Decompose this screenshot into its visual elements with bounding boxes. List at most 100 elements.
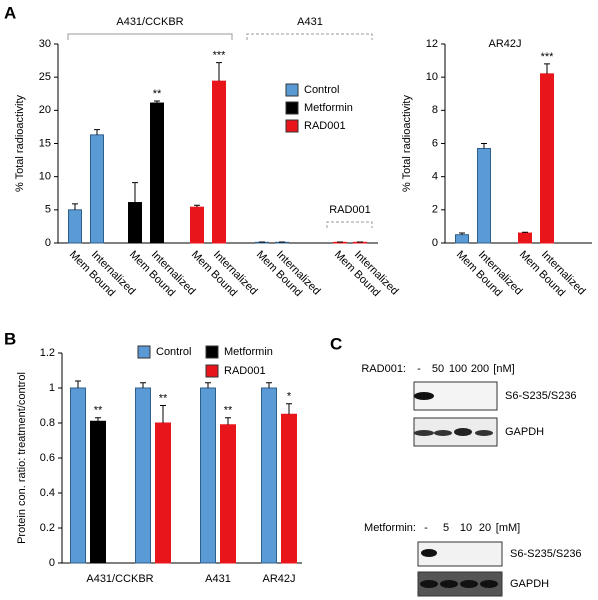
bracket-label: A431/CCKBR bbox=[116, 16, 183, 28]
x-tick-label: AR42J bbox=[262, 573, 295, 585]
y-tick-label: 5 bbox=[45, 204, 51, 216]
bar bbox=[68, 209, 82, 244]
y-tick-label: 0.8 bbox=[40, 417, 55, 429]
significance: ** bbox=[153, 88, 162, 100]
bar bbox=[477, 147, 491, 244]
band bbox=[414, 430, 434, 436]
chart-title: AR42J bbox=[488, 38, 521, 50]
blot-label: RAD001: bbox=[361, 363, 406, 375]
error-bar bbox=[459, 232, 465, 235]
band bbox=[480, 580, 498, 588]
bar bbox=[518, 232, 532, 244]
significance: * bbox=[287, 391, 292, 403]
legend-label: RAD001 bbox=[224, 365, 266, 377]
y-tick-label: 0 bbox=[45, 237, 51, 249]
y-tick-label: 12 bbox=[426, 38, 438, 50]
bar bbox=[90, 420, 106, 564]
band bbox=[421, 549, 437, 557]
y-tick-label: 8 bbox=[432, 104, 438, 116]
y-tick-label: 10 bbox=[39, 171, 51, 183]
unit: [nM] bbox=[493, 363, 514, 375]
bracket-label: A431 bbox=[297, 16, 323, 28]
error-bar bbox=[225, 417, 231, 425]
bar bbox=[261, 387, 277, 564]
legend-swatch bbox=[205, 364, 219, 378]
y-tick-label: 0 bbox=[432, 237, 438, 249]
bar bbox=[155, 422, 171, 564]
error-bar bbox=[205, 382, 211, 388]
legend-swatch bbox=[285, 119, 299, 133]
legend-label: RAD001 bbox=[304, 120, 346, 132]
error-bar bbox=[132, 182, 138, 203]
significance: ** bbox=[94, 405, 103, 417]
panel-letter: B bbox=[4, 329, 16, 348]
y-tick-label: 2 bbox=[432, 204, 438, 216]
error-bar bbox=[544, 63, 550, 74]
lane-label: 10 bbox=[460, 522, 472, 534]
legend-label: Control bbox=[156, 346, 191, 358]
y-tick-label: 0 bbox=[49, 557, 55, 569]
bar bbox=[281, 413, 297, 564]
bar bbox=[212, 80, 226, 244]
bracket-label: RAD001 bbox=[329, 204, 371, 216]
y-tick-label: 30 bbox=[39, 38, 51, 50]
band bbox=[440, 580, 458, 588]
bracket bbox=[67, 33, 233, 40]
row-label: GAPDH bbox=[505, 426, 544, 438]
error-bar bbox=[154, 100, 160, 104]
error-bar bbox=[522, 231, 528, 234]
error-bar bbox=[266, 382, 272, 388]
legend-label: Control bbox=[304, 84, 339, 96]
significance: *** bbox=[213, 49, 227, 61]
bar bbox=[455, 234, 469, 244]
error-bar bbox=[75, 380, 81, 388]
bar bbox=[90, 134, 104, 244]
band bbox=[434, 430, 452, 436]
blot-label: Metformin: bbox=[364, 522, 416, 534]
bar bbox=[128, 202, 142, 244]
band bbox=[454, 428, 472, 436]
band bbox=[420, 580, 438, 588]
y-axis-label: % Total radioactivity bbox=[14, 95, 26, 193]
bar bbox=[540, 73, 554, 244]
lane-label: - bbox=[417, 363, 421, 375]
y-tick-label: 6 bbox=[432, 137, 438, 149]
significance: ** bbox=[224, 405, 233, 417]
band bbox=[460, 580, 478, 588]
y-tick-label: 20 bbox=[39, 104, 51, 116]
bracket bbox=[326, 221, 373, 228]
y-tick-label: 0.2 bbox=[40, 522, 55, 534]
x-tick-label: A431/CCKBR bbox=[86, 573, 153, 585]
lane-label: 50 bbox=[432, 363, 444, 375]
band bbox=[475, 430, 493, 436]
error-bar bbox=[194, 204, 200, 208]
y-tick-label: 15 bbox=[39, 137, 51, 149]
error-bar bbox=[140, 382, 146, 388]
row-label: GAPDH bbox=[510, 578, 549, 590]
lane-label: 100 bbox=[449, 363, 467, 375]
error-bar bbox=[216, 62, 222, 82]
legend-swatch bbox=[285, 101, 299, 115]
error-bar bbox=[481, 143, 487, 149]
significance: *** bbox=[541, 51, 555, 63]
bar bbox=[190, 206, 204, 244]
bar bbox=[135, 387, 151, 564]
y-axis-label: % Total radioactivity bbox=[401, 95, 413, 193]
bar bbox=[200, 387, 216, 564]
y-tick-label: 1.2 bbox=[40, 347, 55, 359]
y-tick-label: 0.4 bbox=[40, 487, 55, 499]
error-bar bbox=[95, 417, 101, 422]
error-bar bbox=[94, 129, 100, 135]
y-tick-label: 0.6 bbox=[40, 452, 55, 464]
legend-swatch bbox=[137, 345, 151, 359]
row-label: S6-S235/S236 bbox=[510, 548, 582, 560]
legend-label: Metformin bbox=[224, 346, 273, 358]
lane-label: - bbox=[424, 522, 428, 534]
bar bbox=[150, 102, 164, 244]
error-bar bbox=[160, 405, 166, 423]
bracket bbox=[246, 33, 373, 40]
legend-label: Metformin bbox=[304, 102, 353, 114]
panel-letter: C bbox=[330, 334, 342, 353]
y-axis-label: Protein con. ratio: treatment/control bbox=[16, 372, 28, 544]
